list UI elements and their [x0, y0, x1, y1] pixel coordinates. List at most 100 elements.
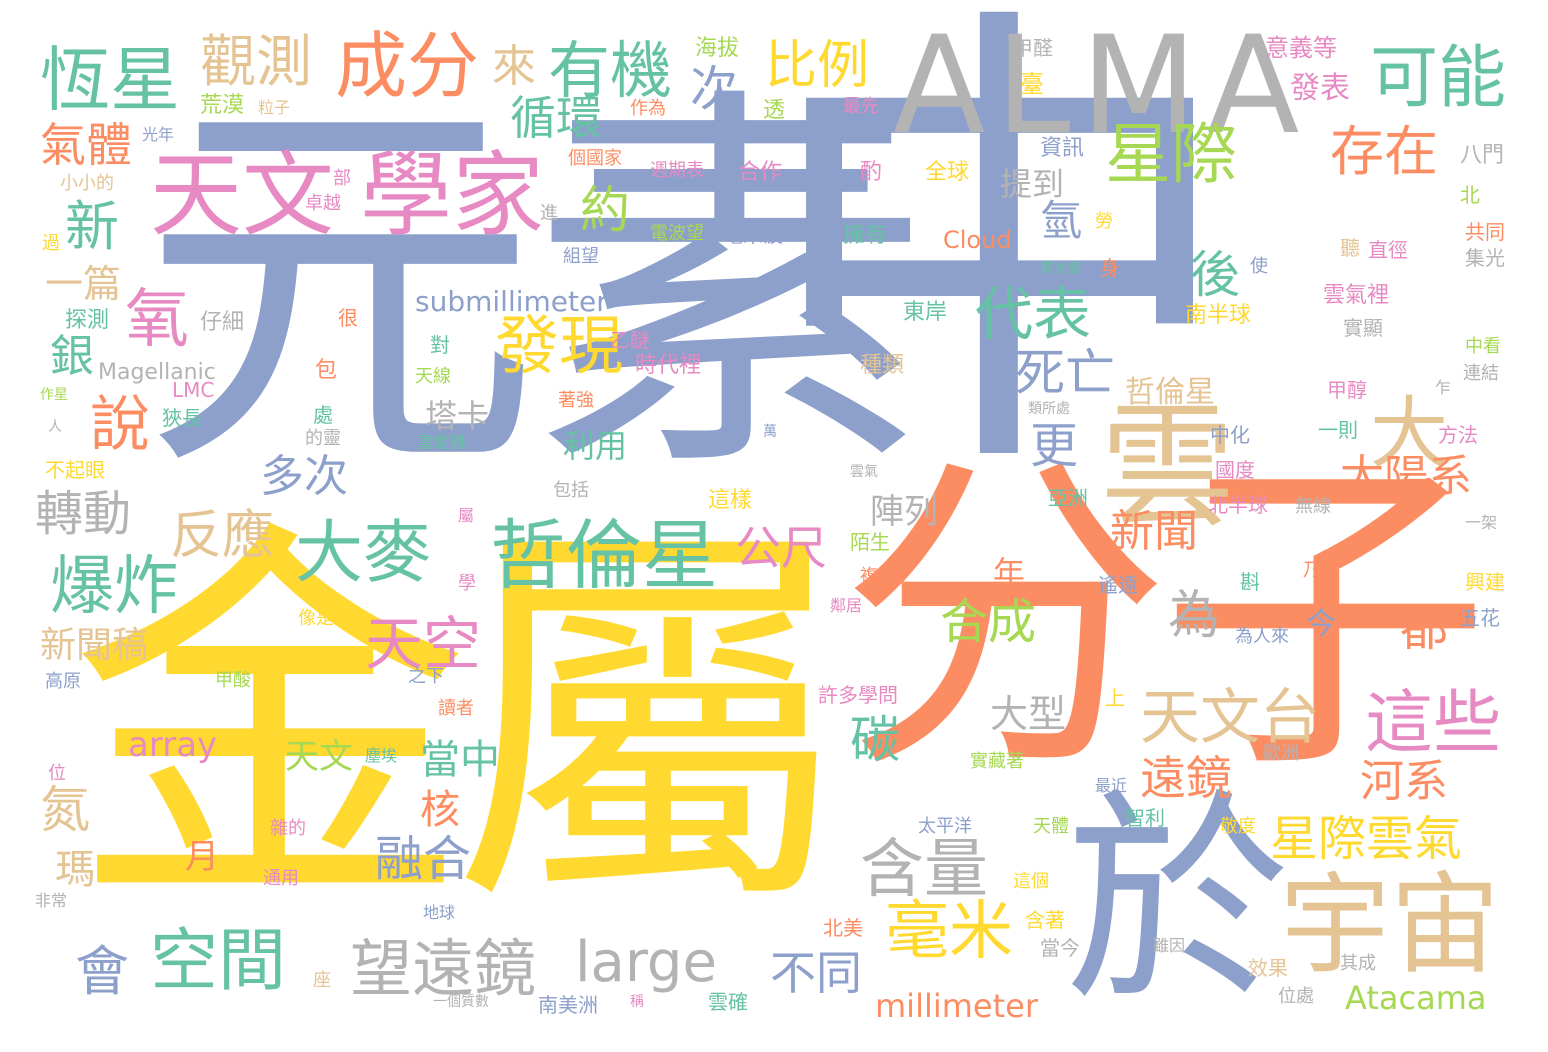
word: 處	[313, 403, 333, 427]
word: 毫米波	[723, 223, 783, 247]
word: 存在	[1330, 120, 1438, 183]
word: LMC	[172, 378, 215, 402]
word: 年	[993, 554, 1026, 592]
word: 東岸	[903, 300, 948, 325]
word: 天空	[365, 610, 482, 678]
word: 很	[338, 306, 358, 330]
word: 種類	[860, 353, 905, 378]
word: 氫	[1040, 196, 1083, 245]
word: 分子	[840, 428, 1490, 812]
word: 之下	[408, 666, 444, 687]
word: 發現	[495, 310, 623, 384]
word: 公尺	[735, 521, 827, 575]
word: 天體	[1033, 816, 1069, 837]
word: 集光	[1465, 246, 1505, 270]
word: 雖因	[1153, 936, 1186, 955]
word: 臺	[1020, 70, 1044, 98]
word: 循環	[510, 91, 602, 145]
word: 不起眼	[45, 458, 105, 482]
word: 著強	[558, 390, 594, 411]
word: 來	[492, 41, 536, 92]
word: 後	[1190, 246, 1240, 304]
word: 比例	[765, 36, 870, 96]
word: 雲氣	[850, 464, 878, 480]
word: 上	[1105, 686, 1125, 710]
word: 透	[763, 98, 786, 123]
word: 雲距離	[418, 433, 467, 452]
word: 作星	[40, 387, 68, 403]
word: 合成	[940, 594, 1037, 650]
word: 一個質數	[433, 994, 489, 1010]
word: 北半球	[1208, 493, 1268, 517]
word: 酌	[860, 160, 883, 185]
word: 鄰居	[830, 596, 863, 615]
word: 瑪	[55, 847, 95, 893]
word: 五花	[1460, 606, 1500, 630]
word: 中看	[1465, 336, 1501, 357]
word: 當中	[420, 737, 500, 783]
word: 複	[860, 566, 878, 587]
word: 次	[690, 61, 739, 117]
word: 賈大麥	[1040, 261, 1082, 277]
word: 一篇	[45, 262, 122, 306]
word: 非常	[35, 891, 68, 910]
word: 成分	[335, 24, 480, 108]
word: 無線	[1295, 496, 1331, 517]
word: 遠鏡	[1140, 751, 1232, 805]
word: 遙遠	[1098, 573, 1138, 597]
word: 學家	[360, 142, 545, 249]
word: 方法	[1438, 423, 1478, 447]
word: 小小的	[60, 173, 114, 194]
word: large	[575, 930, 717, 995]
word: 天線	[415, 366, 451, 387]
word: 塔卡	[425, 397, 490, 435]
word: 對	[430, 333, 450, 357]
word: 敬度	[1220, 816, 1256, 837]
word: 組望	[563, 246, 599, 267]
word: 萬	[763, 424, 777, 440]
word: 通用	[263, 868, 299, 889]
word: 氧	[125, 283, 189, 357]
word: 天文台	[1140, 683, 1320, 753]
word: 碳	[850, 711, 900, 769]
word: 約	[580, 181, 630, 239]
word: 說	[90, 390, 150, 460]
word: 最先	[843, 96, 879, 117]
word: 塵埃	[365, 746, 398, 765]
word: 人	[48, 419, 62, 435]
word: 像是	[298, 608, 334, 629]
word: 時代裡	[635, 353, 702, 378]
word: 雲確	[708, 990, 748, 1014]
word: 今	[1306, 607, 1336, 642]
word: 河系	[1360, 756, 1448, 807]
word: 一則	[1318, 418, 1358, 442]
word: Magellanic	[98, 360, 216, 385]
word: 陣列	[870, 492, 938, 532]
word: 國度	[1215, 458, 1255, 482]
word: 其成	[1340, 953, 1376, 974]
word: 氮	[40, 781, 90, 839]
word: 太陽系	[1340, 451, 1472, 502]
word: 天文	[285, 737, 353, 777]
word: 的靈	[305, 428, 341, 449]
word: 死亡	[1015, 344, 1115, 402]
word: 代表	[975, 280, 1092, 348]
word: 南半球	[1185, 303, 1252, 328]
word: 宇宙	[1280, 861, 1500, 989]
word: 星際雲氣	[1270, 811, 1463, 867]
word: 勞	[1095, 211, 1113, 232]
word: 銀	[50, 331, 94, 382]
word: 大麥	[295, 514, 432, 593]
word: 共同	[1465, 220, 1505, 244]
word: 這個	[1013, 871, 1049, 892]
word: 太平洋	[918, 816, 972, 837]
word: 這些	[1365, 684, 1502, 763]
word: 可能	[1370, 39, 1507, 118]
word: 哲倫星	[1125, 375, 1215, 410]
word: 乃是	[1303, 560, 1339, 581]
word: 全球	[925, 160, 970, 185]
word: 進	[540, 203, 558, 224]
word: 智利	[1125, 806, 1165, 830]
word: 不同	[770, 946, 862, 1000]
